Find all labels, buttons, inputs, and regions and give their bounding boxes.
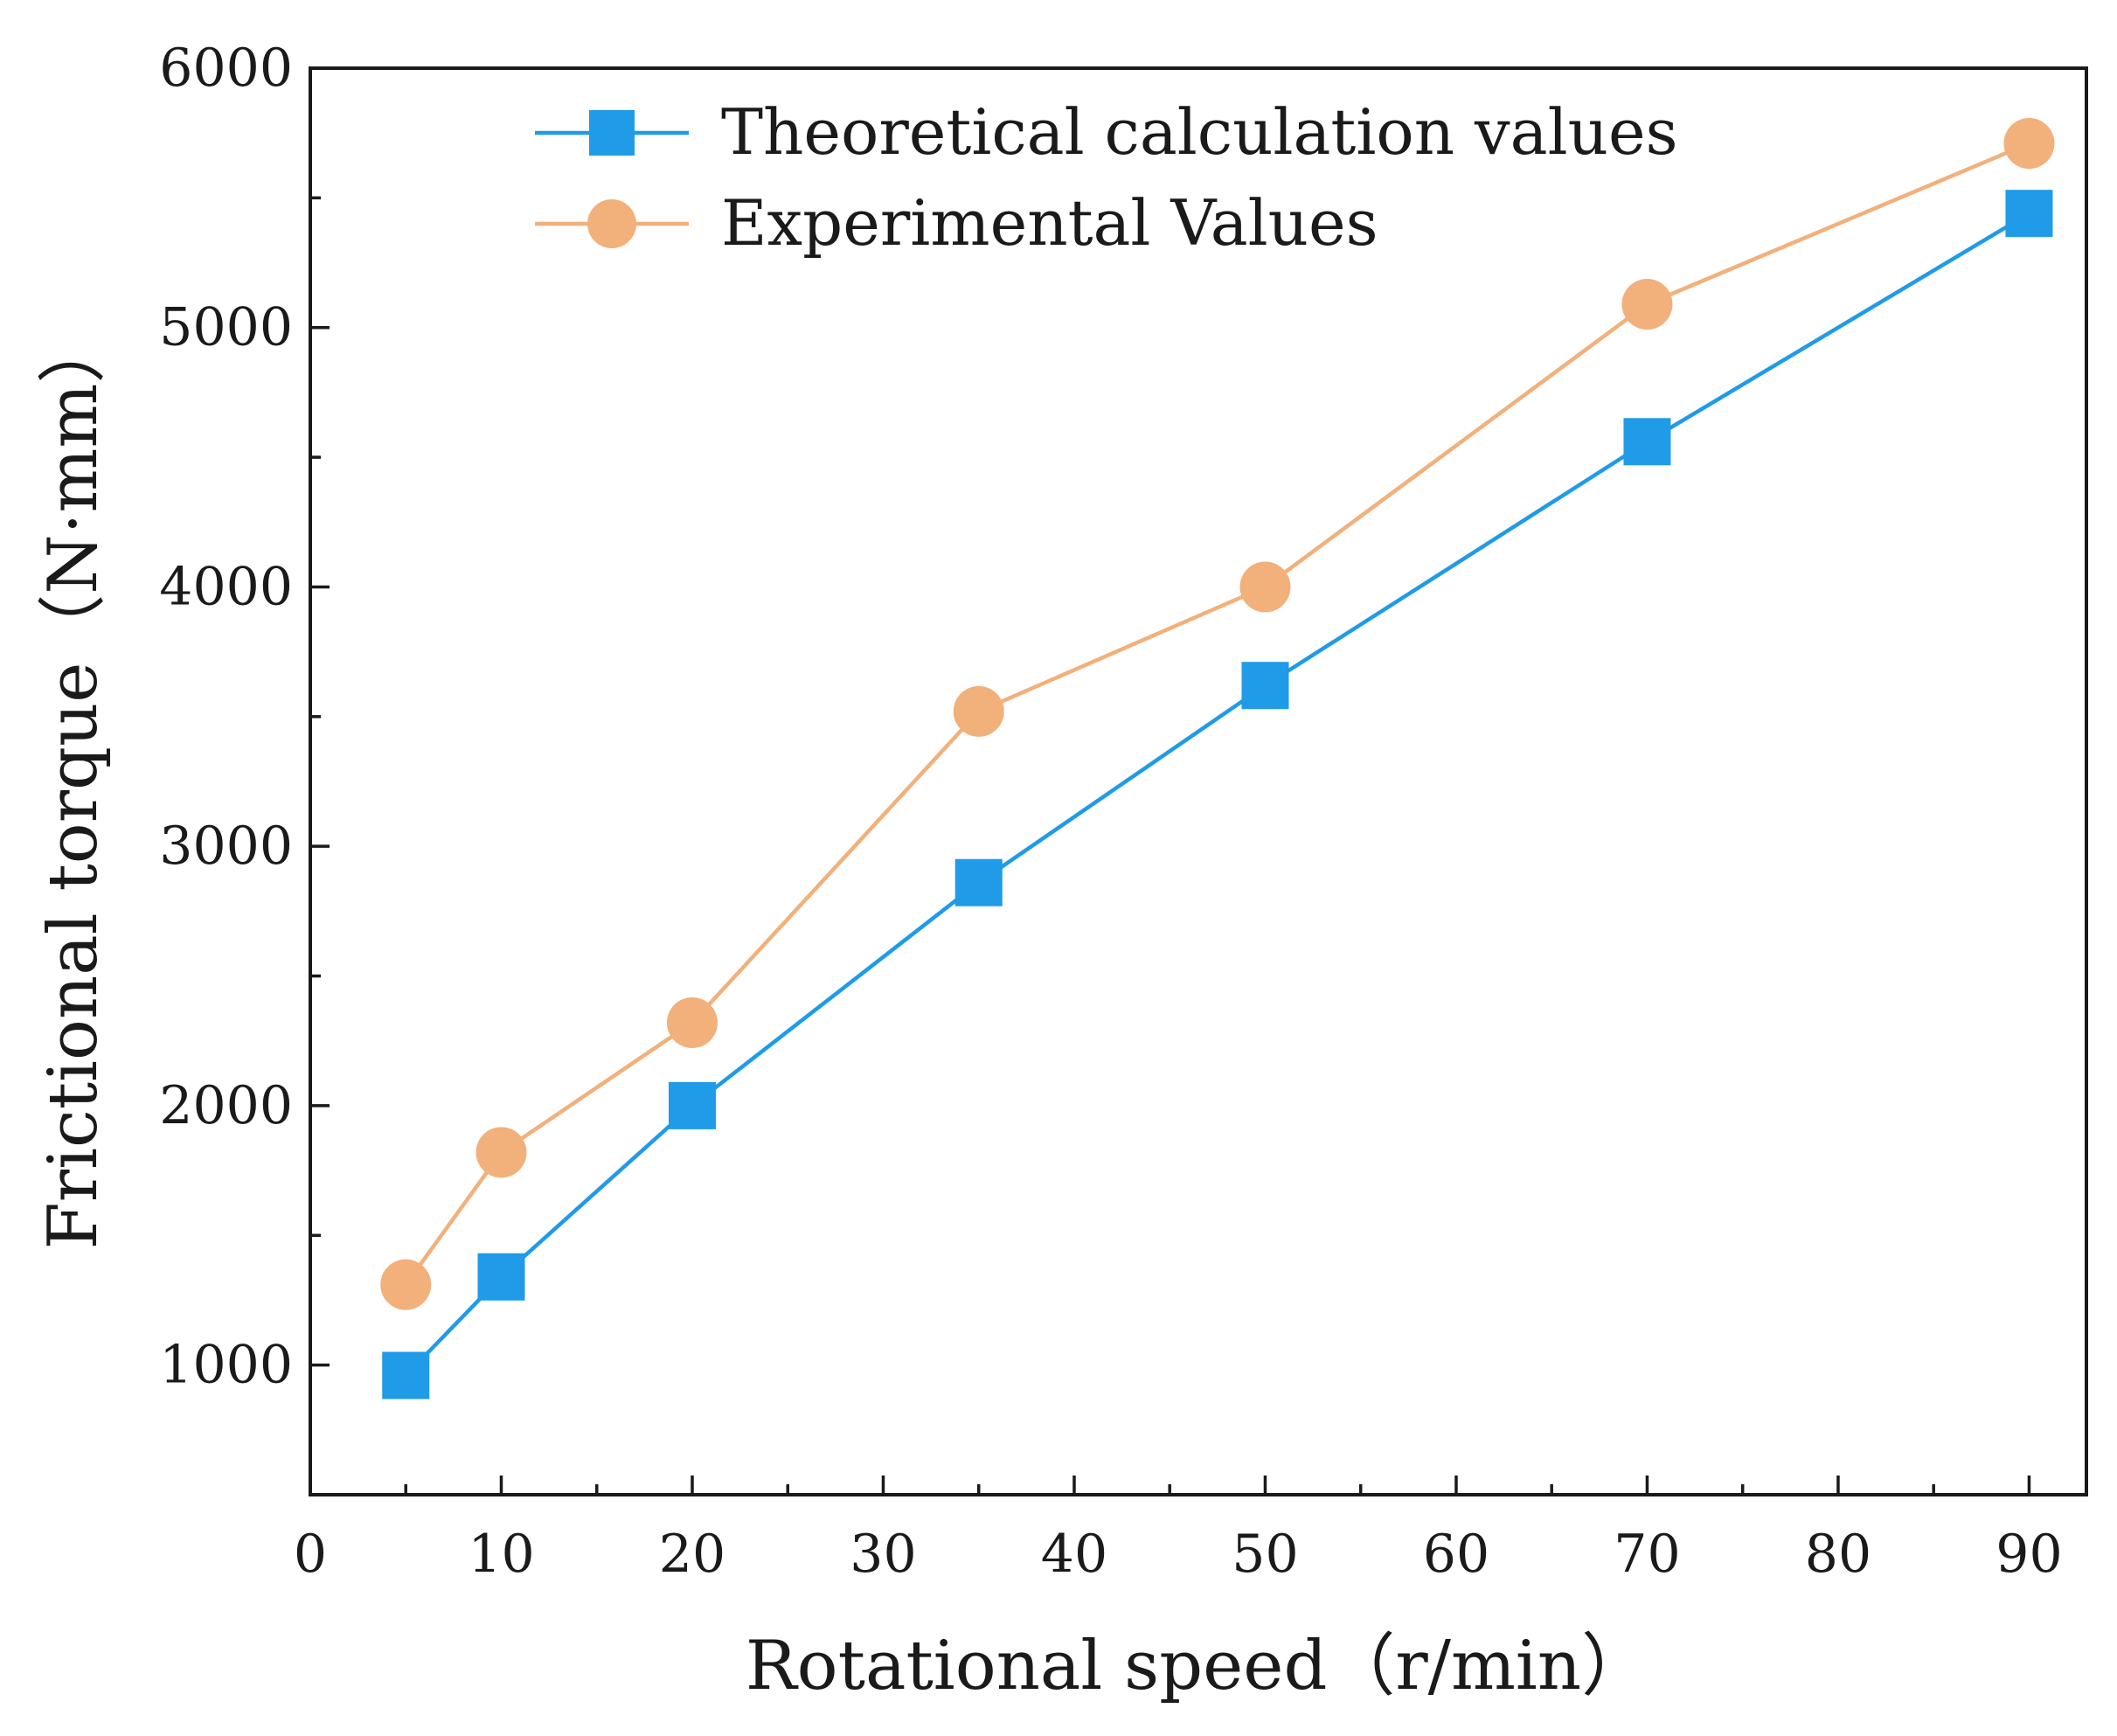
legend-label: Experimental Values [721,186,1378,260]
y-tick-label: 6000 [159,38,293,99]
data-point-circle [666,996,718,1048]
plot-frame [309,66,2088,1496]
legend: Theoretical calculation values Experiment… [535,95,1678,260]
legend-label: Theoretical calculation values [721,95,1678,169]
data-point-circle [380,1259,432,1310]
y-tick-label: 2000 [159,1075,293,1136]
data-point-square [2005,190,2053,238]
data-point-circle [2003,118,2055,170]
data-point-square [382,1351,430,1399]
x-tick-label: 10 [468,1524,534,1585]
y-tick-label: 3000 [159,816,293,877]
x-tick-label: 60 [1423,1524,1489,1585]
legend-marker-square [589,110,635,156]
data-point-circle [1621,279,1673,330]
data-point-square [477,1253,525,1301]
series-layer [380,118,2055,1399]
x-tick-label: 20 [659,1524,725,1585]
series-line-square [404,212,2030,1378]
x-axis-title: Rotational speed（r/min） [746,1627,1649,1705]
x-tick-label: 40 [1041,1524,1107,1585]
x-tick-label: 80 [1805,1524,1871,1585]
axis-ticks: 0 10 20 30 40 50 60 70 80 90 1000 2000 3000 4000 5000 6… [159,38,2062,1585]
x-tick-label: 50 [1232,1524,1298,1585]
x-tick-label: 0 [294,1524,327,1585]
y-tick-label: 1000 [159,1335,293,1396]
data-point-square [1241,662,1289,710]
y-tick-label: 4000 [159,556,293,617]
data-point-circle [1239,561,1291,613]
series-line-circle [404,141,2030,1286]
y-tick-label: 5000 [159,297,293,358]
data-point-circle [953,685,1004,737]
x-tick-label: 30 [850,1524,916,1585]
data-point-circle [475,1127,527,1178]
x-tick-label: 70 [1614,1524,1680,1585]
data-point-square [954,858,1003,906]
x-tick-label: 90 [1996,1524,2062,1585]
legend-marker-circle [587,199,636,248]
data-point-square [668,1081,716,1129]
data-point-square [1623,418,1671,466]
y-axis-title: Frictional torque（N·mm） [34,316,113,1250]
